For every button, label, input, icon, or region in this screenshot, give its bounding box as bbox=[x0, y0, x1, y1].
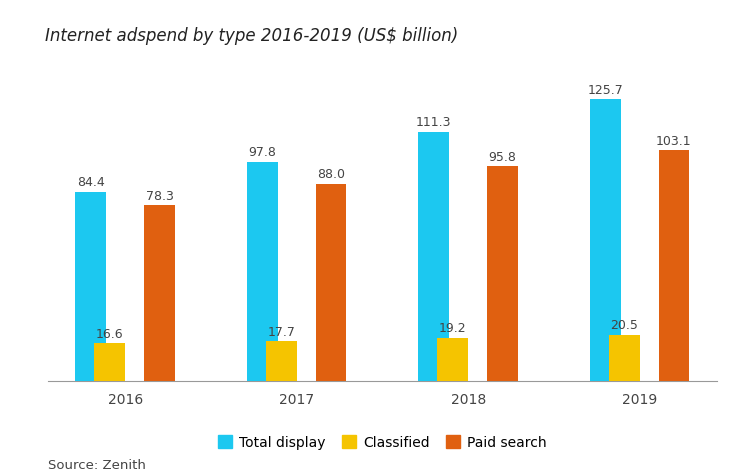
Bar bbox=[75, 192, 106, 381]
Text: 16.6: 16.6 bbox=[96, 327, 123, 340]
Bar bbox=[316, 184, 347, 381]
Text: Source: Zenith: Source: Zenith bbox=[48, 458, 146, 471]
Text: 95.8: 95.8 bbox=[488, 150, 517, 164]
Text: 78.3: 78.3 bbox=[146, 190, 174, 203]
Text: 97.8: 97.8 bbox=[248, 146, 276, 159]
Text: 103.1: 103.1 bbox=[656, 134, 692, 147]
Bar bbox=[418, 132, 449, 381]
Bar bbox=[658, 150, 689, 381]
Text: 20.5: 20.5 bbox=[610, 319, 638, 332]
Text: 111.3: 111.3 bbox=[416, 116, 452, 129]
Bar bbox=[266, 341, 296, 381]
Text: 125.7: 125.7 bbox=[588, 84, 623, 97]
Legend: Total display, Classified, Paid search: Total display, Classified, Paid search bbox=[213, 430, 552, 455]
Bar bbox=[95, 344, 125, 381]
Bar bbox=[487, 167, 518, 381]
Text: 84.4: 84.4 bbox=[77, 176, 105, 189]
Text: 19.2: 19.2 bbox=[439, 322, 466, 335]
Text: Internet adspend by type 2016-2019 (US$ billion): Internet adspend by type 2016-2019 (US$ … bbox=[44, 27, 458, 44]
Text: 17.7: 17.7 bbox=[268, 325, 295, 338]
Bar bbox=[247, 162, 278, 381]
Text: 88.0: 88.0 bbox=[317, 168, 345, 181]
Bar bbox=[590, 100, 621, 381]
Bar bbox=[144, 206, 175, 381]
Bar bbox=[437, 338, 469, 381]
Bar bbox=[609, 335, 640, 381]
